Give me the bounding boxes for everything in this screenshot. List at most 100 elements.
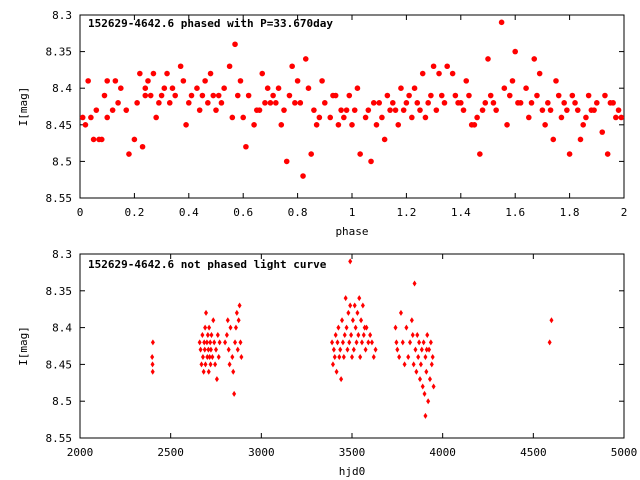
data-point	[455, 100, 461, 106]
data-point	[534, 92, 540, 99]
data-point	[331, 346, 336, 353]
data-point	[330, 361, 335, 368]
data-point	[363, 346, 368, 353]
data-point	[553, 78, 559, 84]
data-point	[390, 100, 396, 106]
plot-frame	[79, 14, 625, 199]
data-point	[415, 331, 420, 338]
data-point	[336, 324, 341, 331]
data-point	[615, 107, 622, 113]
data-point	[384, 92, 391, 99]
data-point	[594, 100, 600, 106]
data-point	[206, 346, 211, 353]
y-tick-label: 8.55	[46, 432, 73, 445]
data-point	[245, 92, 252, 99]
data-point	[398, 309, 403, 316]
x-tick-label: 2000	[67, 446, 94, 459]
y-axis-label: I[mag]	[17, 326, 30, 366]
x-tick-label: 0.6	[233, 206, 253, 219]
data-point	[613, 114, 619, 121]
data-point	[504, 122, 510, 128]
data-point	[198, 346, 203, 353]
data-point	[419, 346, 424, 353]
data-point	[418, 361, 423, 368]
data-point	[332, 92, 339, 99]
data-point	[561, 100, 567, 106]
data-point	[354, 85, 361, 91]
data-point	[186, 100, 192, 106]
data-point	[210, 92, 217, 99]
x-tick-label: 2500	[157, 446, 184, 459]
data-point	[402, 361, 407, 368]
data-point	[283, 158, 290, 165]
x-tick-label: 1	[349, 206, 356, 219]
data-point	[286, 92, 293, 99]
data-point	[267, 100, 274, 106]
data-point	[400, 339, 405, 346]
data-point	[542, 122, 548, 128]
x-tick-label: 1.6	[505, 206, 525, 219]
data-point	[417, 339, 422, 346]
data-point	[210, 354, 215, 361]
data-point	[412, 280, 417, 287]
data-point	[213, 361, 218, 368]
data-point	[104, 114, 110, 121]
data-point	[449, 70, 456, 77]
data-point	[341, 114, 347, 121]
data-point	[350, 354, 354, 361]
data-point	[414, 100, 421, 106]
data-point	[528, 100, 535, 106]
data-point	[404, 324, 409, 331]
data-point	[200, 354, 205, 361]
data-point	[226, 63, 233, 70]
data-point	[365, 107, 372, 113]
data-point	[281, 107, 287, 113]
data-point	[332, 354, 337, 361]
data-point	[348, 258, 353, 265]
data-point	[347, 339, 352, 346]
data-point	[112, 78, 119, 84]
data-point	[345, 346, 350, 353]
x-tick-label: 1.2	[396, 206, 416, 219]
data-point	[408, 339, 413, 346]
x-tick-label: 2	[621, 206, 628, 219]
data-point	[425, 331, 430, 338]
data-point	[150, 361, 155, 368]
data-point	[343, 107, 350, 113]
data-point	[153, 114, 159, 121]
data-point	[225, 317, 230, 324]
data-point	[330, 339, 335, 346]
data-point	[387, 107, 393, 113]
data-point	[316, 114, 323, 121]
data-point	[150, 368, 155, 375]
y-tick-label: 8.55	[46, 192, 73, 205]
data-point	[211, 317, 216, 324]
data-point	[352, 302, 357, 309]
data-point	[207, 324, 212, 331]
data-point	[216, 354, 221, 361]
x-tick-label: 1.4	[451, 206, 471, 219]
data-point	[231, 368, 236, 375]
data-point	[259, 70, 266, 77]
x-tick-label: 3500	[339, 446, 366, 459]
data-point	[430, 354, 435, 361]
data-point	[340, 317, 345, 324]
data-point	[536, 70, 543, 77]
data-point	[474, 114, 480, 121]
data-point	[292, 100, 298, 106]
data-point	[104, 78, 110, 84]
data-point	[498, 19, 505, 26]
data-point	[200, 331, 205, 338]
data-point	[427, 376, 432, 383]
data-point	[319, 78, 325, 84]
data-point	[172, 92, 178, 99]
x-tick-label: 0.2	[124, 206, 144, 219]
data-point	[343, 295, 348, 302]
data-point	[468, 122, 475, 128]
data-point	[238, 339, 243, 346]
data-point	[232, 390, 237, 397]
data-point	[501, 85, 508, 91]
data-point	[417, 107, 423, 113]
data-point	[351, 107, 358, 113]
data-point	[354, 339, 359, 346]
